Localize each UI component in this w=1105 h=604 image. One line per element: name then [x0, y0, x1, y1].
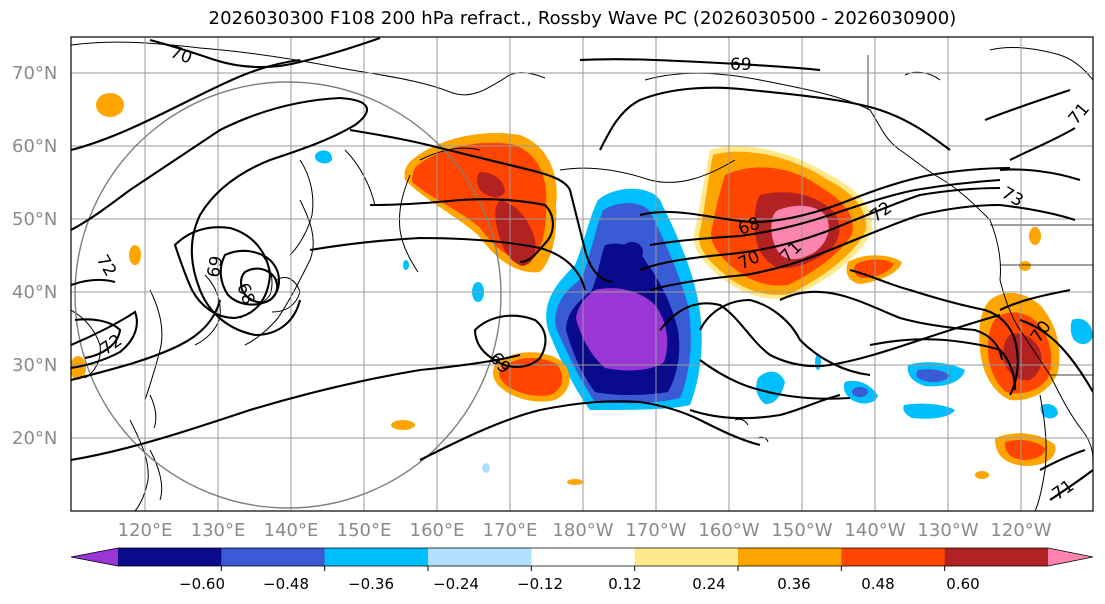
lat-label: 50°N: [12, 209, 57, 230]
neg-spot-east-3: [903, 403, 955, 419]
pos-spot-scs: [71, 356, 86, 380]
colorbar-tick-label: 0.12: [608, 575, 641, 593]
colorbar-tick-label: −0.60: [179, 575, 225, 593]
lon-label: 170°E: [483, 520, 538, 541]
lon-label: 160°W: [698, 520, 759, 541]
neg-spot-small-1: [403, 260, 409, 270]
contours: [71, 37, 1093, 501]
colorbar-tick-labels: −0.60 −0.48 −0.36 −0.24 −0.12 0.12 0.24 …: [179, 575, 980, 593]
lon-label: 140°E: [264, 520, 319, 541]
colorbar-outline: [70, 547, 1094, 567]
colorbar-extend-low: [71, 548, 118, 566]
pos-spot-china: [129, 245, 141, 265]
colorbar-segment: [118, 548, 222, 566]
lon-label: 180°W: [552, 520, 613, 541]
neg-spot-east-4: [756, 371, 785, 405]
map-title: 2026030300 F108 200 hPa refract., Rossby…: [208, 8, 957, 29]
longitude-labels: 120°E 130°E 140°E 150°E 160°E 170°E 180°…: [118, 520, 1052, 541]
colorbar-segment: [428, 548, 532, 566]
pos-anomaly-kamchatka-dark2: [477, 172, 505, 198]
pos-spot-pac-1: [391, 420, 415, 430]
contour-label: 69: [204, 254, 227, 279]
neg-anomaly-blob: [621, 242, 643, 262]
colorbar: −0.60 −0.48 −0.36 −0.24 −0.12 0.12 0.24 …: [70, 547, 1094, 593]
lon-label: 140°W: [844, 520, 905, 541]
lon-label: 130°W: [917, 520, 978, 541]
colorbar-segment: [221, 548, 326, 566]
colorbar-tick-label: 0.24: [692, 575, 725, 593]
lat-label: 20°N: [12, 428, 57, 449]
lat-label: 60°N: [12, 136, 57, 157]
colorbar-segment: [634, 548, 739, 566]
colorbar-segment: [738, 548, 842, 566]
pos-spot-canada-1: [1029, 227, 1041, 245]
colorbar-tick-label: −0.24: [433, 575, 479, 593]
lon-label: 160°E: [410, 520, 465, 541]
colorbar-ticks: [220, 566, 946, 571]
lon-label: 130°E: [191, 520, 246, 541]
latitude-labels: 70°N 60°N 50°N 40°N 30°N 20°N: [12, 63, 57, 449]
neg-spot-small-2: [482, 463, 490, 473]
colorbar-segment: [531, 548, 636, 566]
pos-anomaly-baja-red: [1004, 440, 1045, 460]
pos-spot-japan-west: [96, 93, 124, 117]
neg-spot-east-1d: [916, 369, 950, 383]
lon-label: 170°W: [625, 520, 686, 541]
pos-anomaly-kamchatka-dark: [495, 200, 536, 266]
colorbar-tick-label: 0.48: [861, 575, 894, 593]
colorbar-tick-label: 0.60: [946, 575, 979, 593]
colorbar-tick-label: −0.36: [348, 575, 394, 593]
colorbar-segment: [841, 548, 946, 566]
pos-anomaly-calif-dark: [1003, 333, 1042, 381]
neg-spot-east-5: [1040, 404, 1058, 419]
colorbar-segment: [324, 548, 429, 566]
reference-circle: [74, 81, 502, 509]
lon-label: 120°W: [990, 520, 1051, 541]
pos-spot-canada-2: [1019, 261, 1031, 271]
neg-spot-east-2d: [852, 387, 868, 397]
colorbar-tick-label: −0.48: [263, 575, 309, 593]
map-frame: [70, 36, 1094, 512]
pos-spot-pac-2: [567, 479, 583, 485]
pos-spot-mexico: [975, 471, 989, 479]
lat-label: 40°N: [12, 282, 57, 303]
colorbar-tick-label: 0.36: [777, 575, 810, 593]
neg-spot-coast: [1070, 318, 1093, 345]
lat-label: 30°N: [12, 355, 57, 376]
colorbar-segment: [944, 548, 1049, 566]
neg-spot-asia: [314, 150, 333, 164]
colorbar-tick-label: −0.12: [517, 575, 563, 593]
lon-label: 150°W: [771, 520, 832, 541]
lon-label: 120°E: [118, 520, 173, 541]
contour-label: 69: [730, 55, 752, 75]
lon-label: 150°E: [337, 520, 392, 541]
lat-label: 70°N: [12, 63, 57, 84]
neg-anomaly-core: [576, 288, 668, 371]
graticule: [71, 37, 1093, 511]
colorbar-extend-high: [1048, 548, 1093, 566]
colorbar-segments: [70, 547, 1094, 567]
